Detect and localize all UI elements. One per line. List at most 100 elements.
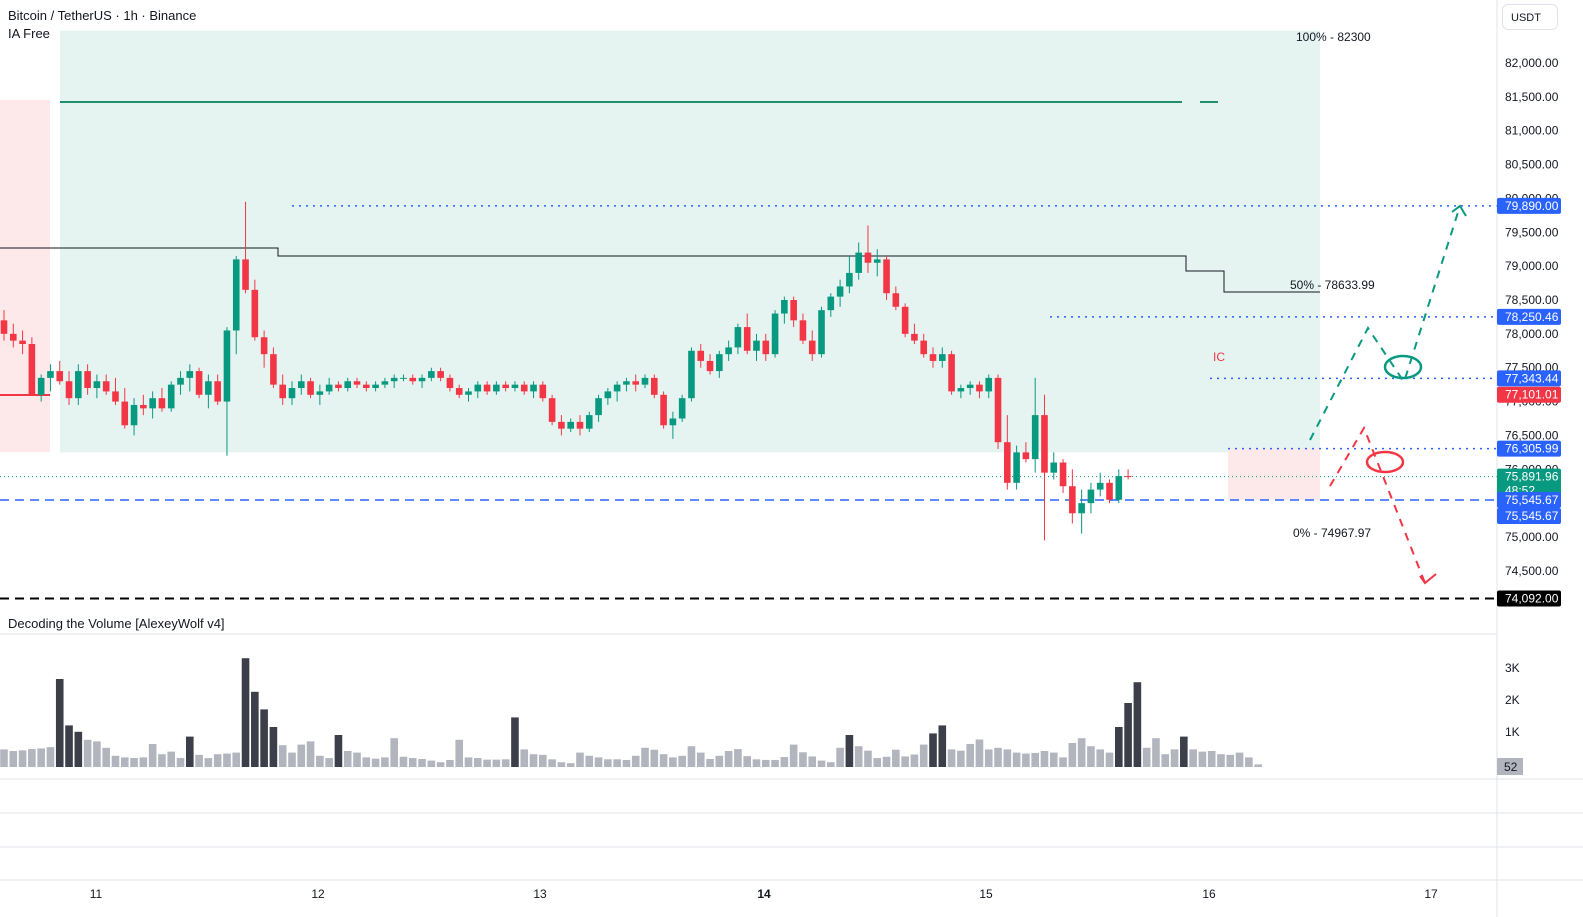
candle-body [28,344,36,395]
price-label-bg [1497,440,1561,457]
price-label: 76,305.99 [1505,442,1559,456]
volume-bar [938,725,947,767]
candle-body [75,371,82,399]
candle-body [678,398,686,419]
volume-bar [1059,757,1067,767]
volume-bar [65,725,73,767]
price-tick-label: 78,500.00 [1505,293,1559,307]
bullish-projection [1309,205,1461,441]
volume-bar [436,762,445,767]
candle-body [911,333,918,341]
candle-body [483,384,491,392]
candle-body [1059,462,1067,487]
candle-body [195,371,203,395]
candle-body [1004,442,1011,483]
volume-bar [864,750,872,767]
volume-bar [223,753,231,767]
volume-bar [631,755,640,767]
volume-indicator-title[interactable]: Decoding the Volume [AlexeyWolf v4] [8,616,225,631]
volume-bar [539,754,547,767]
price-tick-label: 76,500.00 [1505,428,1559,442]
candle-body [567,421,574,429]
candle-body [883,259,890,294]
candle-body [873,259,881,263]
volume-bar [604,759,612,767]
candle-body [177,377,184,385]
candle-body [418,377,426,382]
candle-body [585,415,593,429]
candle-body [428,371,435,378]
time-tick-label: 14 [757,887,771,901]
volume-bar [455,739,464,767]
candle-body [0,320,8,334]
candle-body [808,340,816,355]
candle-body [864,252,872,263]
volume-bar [316,755,324,767]
candle-body [762,340,770,355]
volume-bar [1207,751,1216,767]
volume-bar [1040,751,1049,767]
candle-body [390,377,398,382]
volume-bar [446,759,454,767]
time-axis[interactable]: 11 12 13 14 15 16 17 [90,887,1438,901]
volume-bar [0,749,8,767]
candle-body [688,350,695,399]
volume-bar [1087,746,1095,767]
currency-selector[interactable]: USDT [1502,4,1558,30]
candle-body [734,327,742,348]
candle-body [892,293,900,307]
volume-bar [1142,747,1151,767]
candle-body [205,381,212,395]
symbol-title[interactable]: Bitcoin / TetherUS · 1h · Binance [8,8,197,23]
candle-body [539,384,547,399]
candle-body [19,340,26,345]
candle-body [641,377,649,385]
volume-bar [158,754,166,767]
volume-bar [148,743,157,767]
candle-body [307,381,314,395]
volume-bar [306,741,315,767]
time-tick-label: 11 [90,887,103,901]
volume-bar [213,754,222,767]
volume-bar [817,760,826,767]
volume-bar [957,750,965,767]
volume-bar [752,759,761,767]
volume-bar [1068,743,1077,767]
candle-body [1031,415,1039,460]
volume-bar [613,759,621,767]
indicator-name[interactable]: IA Free [8,26,50,41]
volume-bar [325,758,333,767]
volume-bar [585,755,594,767]
candle-body [325,384,333,392]
volume-bar [827,762,835,767]
price-label-bg [1497,370,1561,387]
volume-bar [687,746,696,767]
volume-bar [1077,738,1086,767]
candle-body [474,384,482,392]
bearish-projection [1329,425,1426,584]
candle-body [753,340,760,351]
candle-body [771,313,779,355]
volume-tick-label: 3K [1505,661,1520,675]
price-axis[interactable]: 82,000.0081,500.0081,000.0080,500.0080,0… [1497,56,1559,775]
levels-layer [0,101,1497,600]
candle-body [781,300,788,314]
volume-bar [789,744,798,767]
price-label-bg [1497,508,1561,525]
candle-body [743,327,751,351]
volume-bar [343,751,352,767]
supply-zone-left [0,100,50,452]
candle-body [465,391,472,395]
candle-body [288,388,296,399]
volume-bar [334,735,343,767]
volume-bar [594,757,603,767]
volume-bar [919,744,928,767]
volume-bar [408,758,417,767]
volume-bar [1022,753,1030,767]
candle-body [846,272,853,287]
volume-bar [473,758,482,767]
candle-body [669,418,677,426]
candle-body [335,384,342,389]
candle-body [297,381,305,389]
